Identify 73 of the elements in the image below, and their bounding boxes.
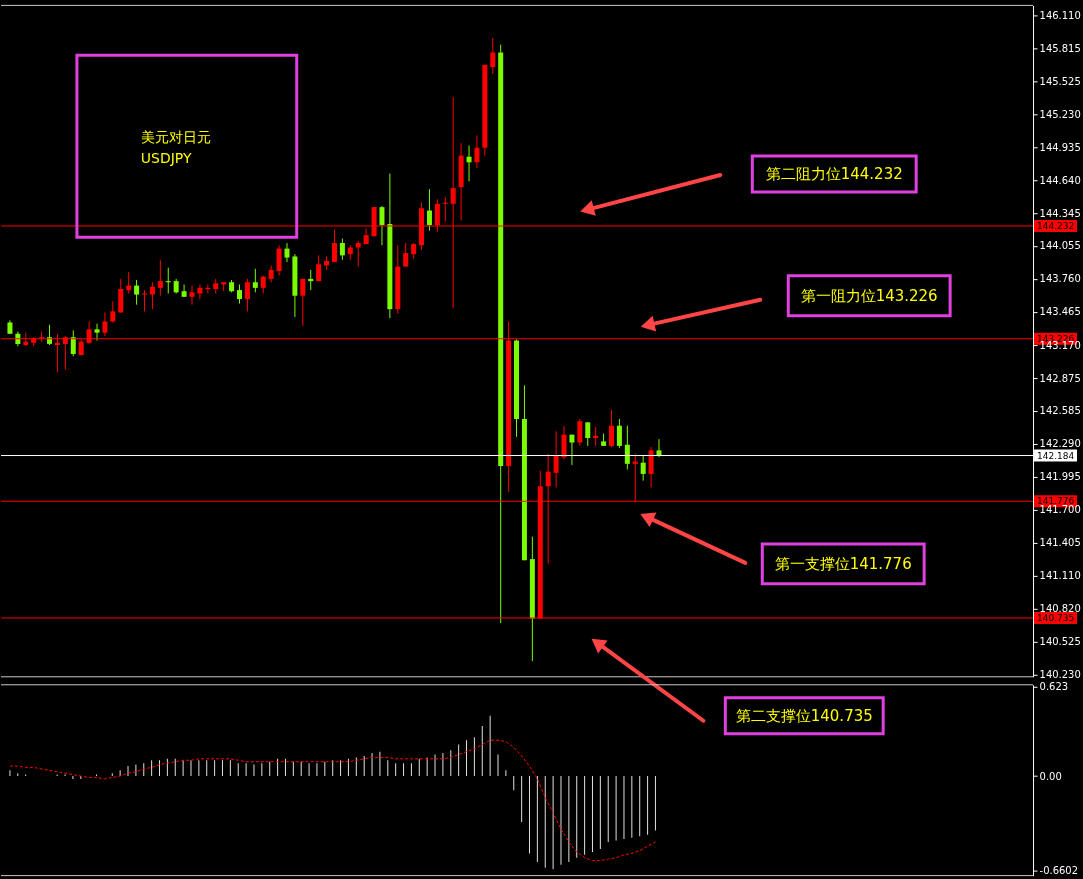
y-tick-label: 141.700 [1039, 504, 1081, 516]
candlestick [577, 418, 583, 447]
candlestick [134, 279, 140, 306]
candlestick [490, 37, 496, 75]
candlestick [585, 421, 591, 447]
y-tick-label: 0.623 [1039, 681, 1069, 693]
candlestick [181, 283, 187, 298]
candlestick [300, 278, 306, 327]
candlestick [252, 268, 258, 293]
y-tick-label: 146.110 [1039, 9, 1081, 21]
candlestick [276, 244, 282, 277]
candlestick [284, 242, 290, 263]
y-tick-label: 142.875 [1039, 372, 1081, 384]
ref-line-label: 140.735 [1037, 612, 1075, 623]
y-tick-label: -0.6602 [1039, 865, 1079, 877]
candlestick [308, 269, 314, 291]
candlestick [648, 446, 654, 488]
annotation: 第一阻力位143.226 [800, 286, 938, 305]
y-tick-label: 141.405 [1039, 537, 1081, 549]
candlestick [553, 430, 559, 488]
candlestick [624, 425, 630, 470]
candlestick [331, 229, 337, 263]
y-tick-label: 145.815 [1039, 43, 1081, 55]
y-tick-label: 145.230 [1039, 108, 1081, 120]
annotation: 第二阻力位144.232 [765, 165, 903, 184]
annotation: USDJPY [140, 150, 192, 167]
y-tick-label: 143.760 [1039, 273, 1081, 285]
annotation: 第一支撑位141.776 [774, 554, 912, 573]
y-tick-label: 143.465 [1039, 306, 1081, 318]
candlestick [102, 312, 108, 337]
y-tick-label: 144.640 [1039, 174, 1081, 186]
candlestick [379, 205, 385, 246]
candlestick [157, 259, 163, 297]
text: 第二支撑位140.735 [735, 706, 873, 725]
candlestick [339, 238, 345, 261]
candlestick [569, 434, 575, 466]
candlestick [616, 418, 622, 449]
ref-line-label: 141.776 [1037, 496, 1075, 507]
candlestick [561, 425, 567, 460]
candlestick [110, 300, 116, 324]
candlestick [609, 409, 614, 448]
candlestick [126, 271, 132, 294]
annotation: 美元对日元 [140, 129, 211, 146]
y-tick-label: 142.585 [1039, 405, 1081, 417]
ref-line-label: 144.232 [1037, 220, 1075, 231]
y-tick-label: 142.290 [1039, 438, 1081, 450]
candlestick [244, 278, 250, 312]
y-tick-label: 140.525 [1039, 635, 1081, 647]
candlestick [94, 323, 100, 342]
y-tick-label: 144.055 [1039, 240, 1081, 252]
candlestick [355, 240, 361, 268]
ref-line-label: 142.184 [1037, 450, 1075, 461]
y-tick-label: 144.935 [1039, 141, 1081, 153]
y-tick-label: 145.525 [1039, 75, 1081, 87]
line-series [9, 739, 656, 862]
candlestick [70, 329, 76, 357]
candlestick [403, 242, 409, 268]
candlestick [593, 426, 599, 447]
candlestick [142, 289, 148, 312]
y-tick-label: 141.995 [1039, 471, 1081, 483]
y-tick-label: 141.110 [1039, 570, 1081, 582]
candlestick [236, 283, 242, 305]
y-tick-label: 140.230 [1039, 669, 1081, 681]
y-tick-label: 0.00 [1039, 770, 1062, 782]
candlestick [474, 134, 480, 169]
candlestick [189, 285, 195, 306]
candlestick [426, 188, 432, 232]
y-tick-label: 144.345 [1039, 207, 1081, 219]
candlestick [316, 254, 322, 282]
candlestick [640, 454, 646, 482]
candlestick [149, 281, 155, 310]
candlestick [118, 278, 124, 314]
y-tick-label: 140.820 [1039, 602, 1081, 614]
